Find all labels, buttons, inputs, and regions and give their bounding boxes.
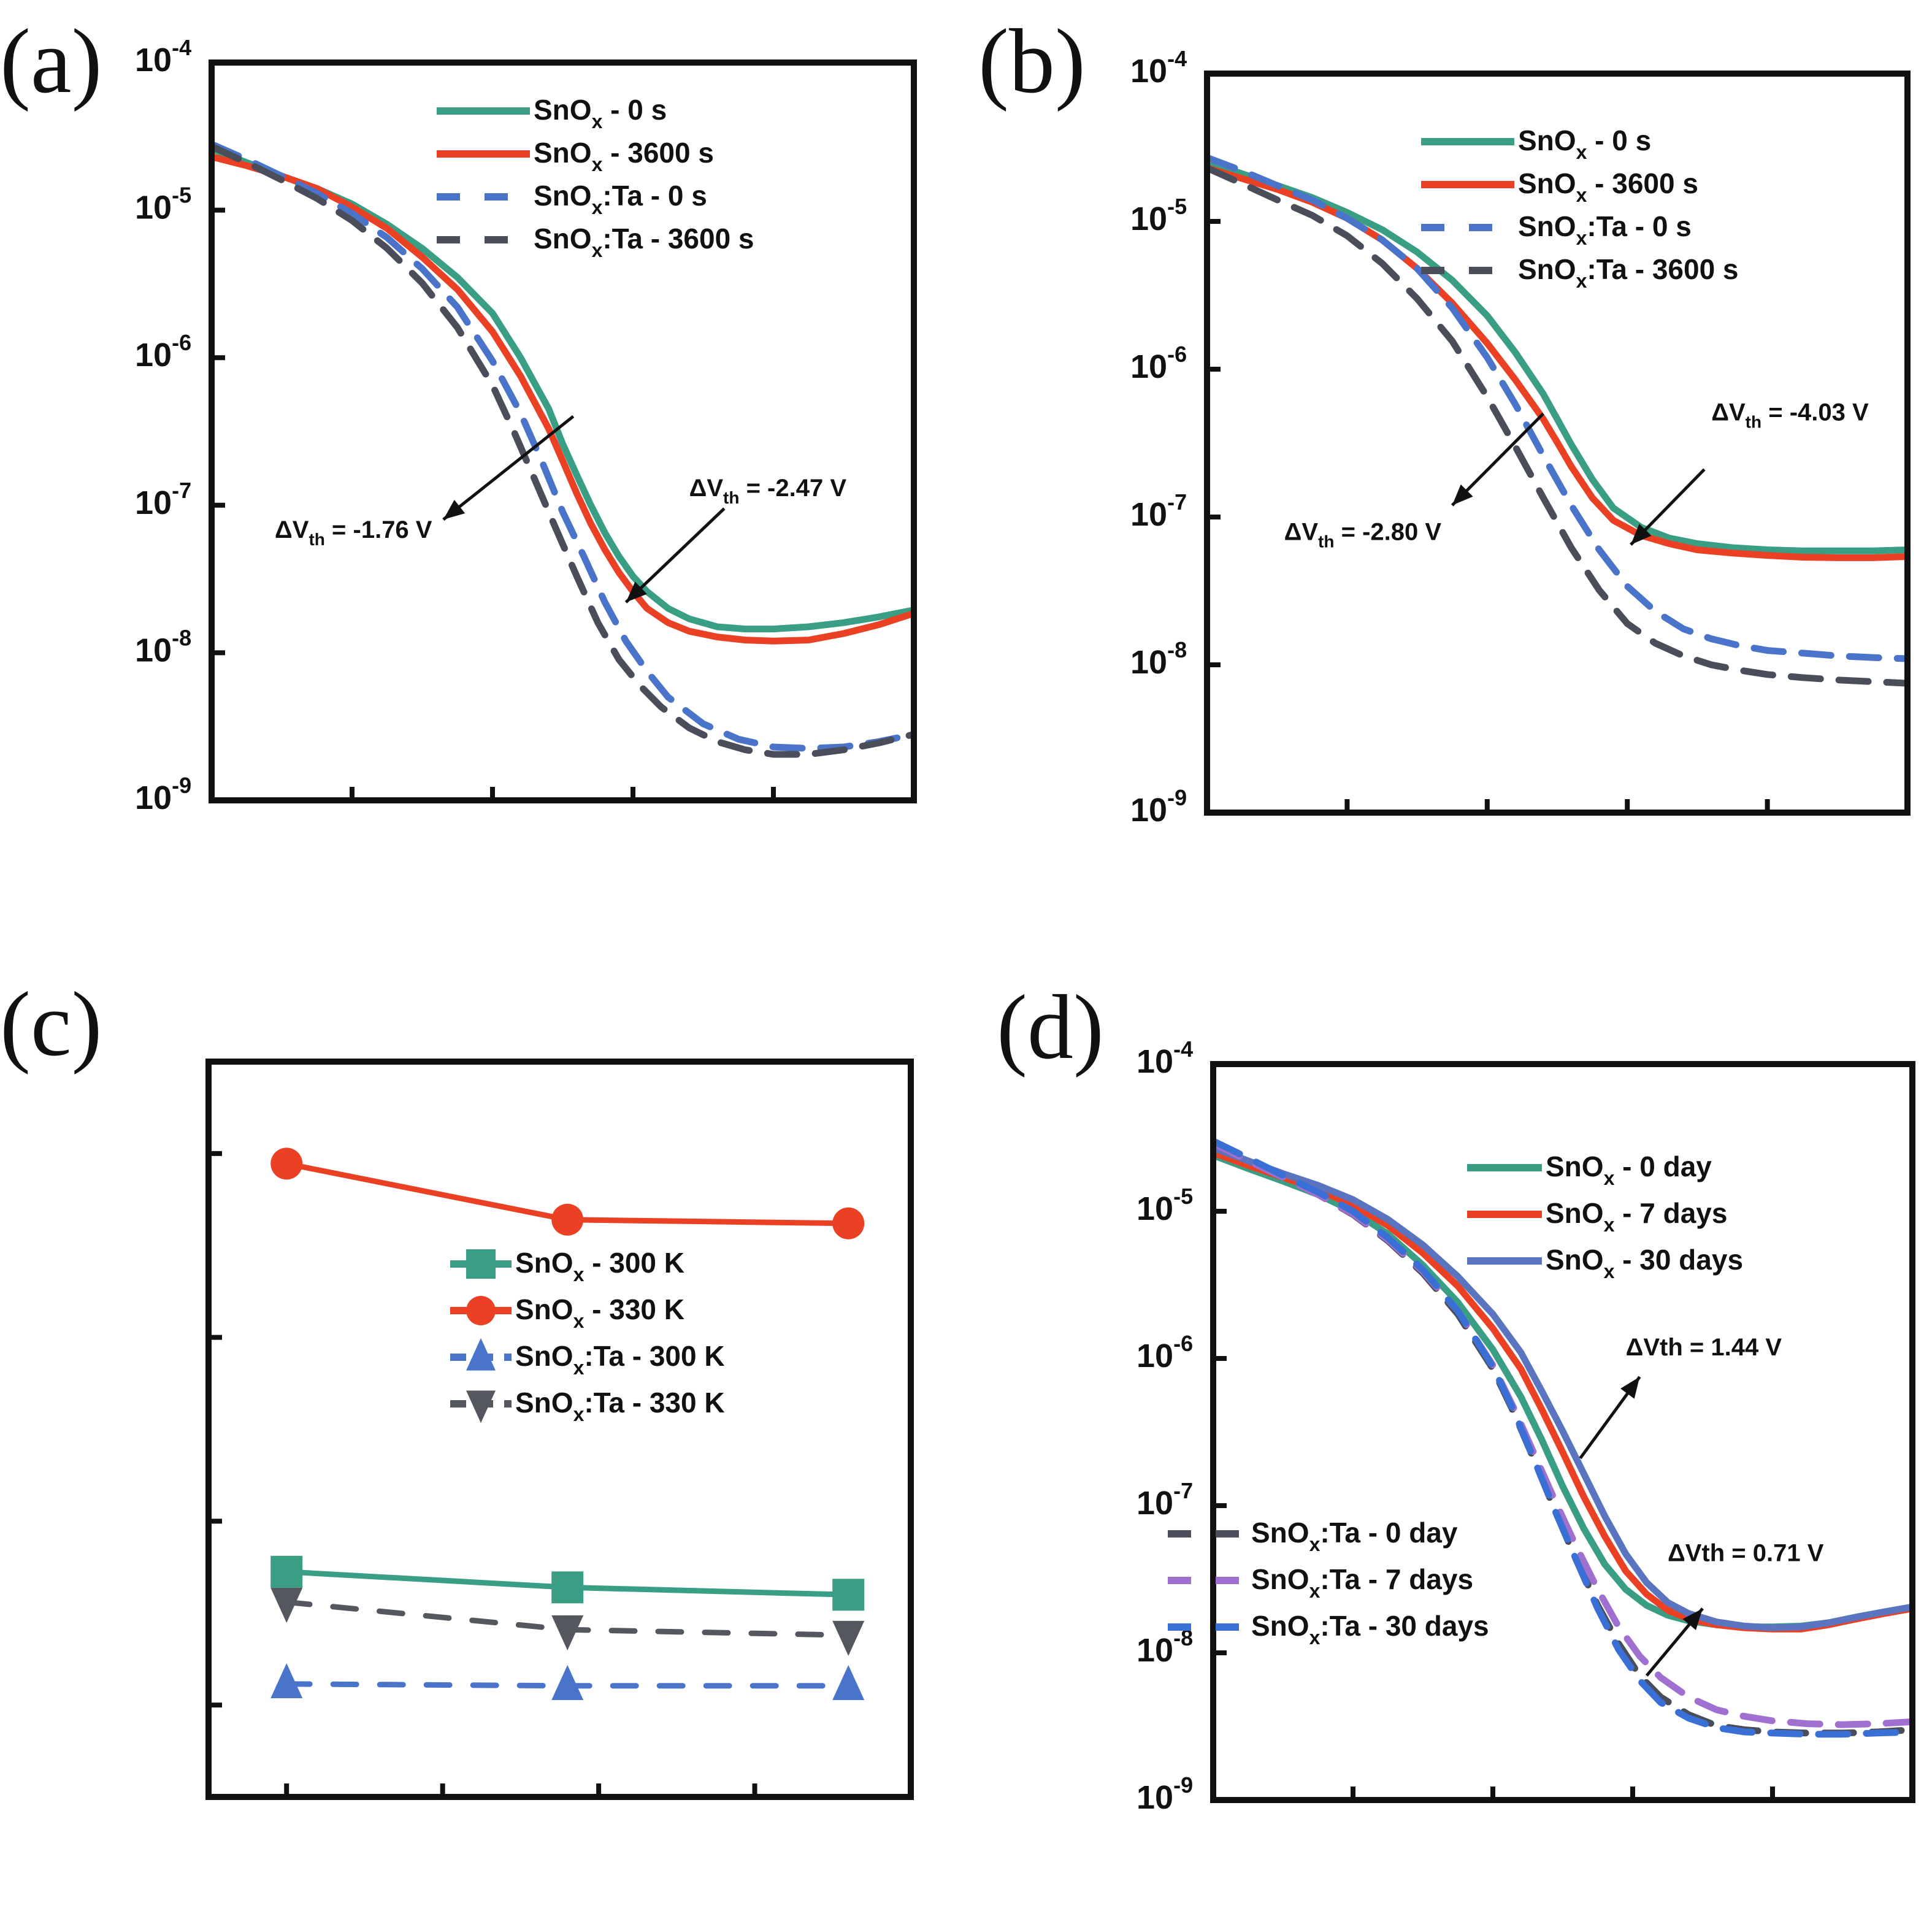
legend-label: SnOx - 3600 s — [1518, 167, 1698, 206]
legend-label: SnOx - 330 K — [515, 1293, 684, 1332]
arrow-head-icon — [1682, 1608, 1703, 1630]
legend-marker — [466, 1390, 496, 1423]
legend-marker — [466, 1338, 496, 1371]
data-point-snox-ta-300-k — [551, 1664, 584, 1701]
data-point-snox-300-k — [270, 1555, 303, 1588]
delta-vth-label: ΔVth = 1.44 V — [1626, 1334, 1782, 1361]
series-line-snox-ta-0-s — [212, 140, 914, 752]
arrow-head-icon — [1452, 484, 1473, 505]
data-point-snox-330-k — [832, 1207, 865, 1239]
legend-marker — [466, 1249, 496, 1279]
panel-label-b: (b) — [978, 10, 1086, 112]
panel-a-chart: 10-4 10-5 10-6 10-7 10-8 10-9 SnOx - 0 s SnOx -… — [135, 35, 917, 816]
arrow-head-icon — [443, 500, 466, 520]
arrow-head-icon — [1620, 1376, 1640, 1399]
plot-frame — [209, 59, 917, 803]
delta-vth-label: ΔVth = -4.03 V — [1711, 399, 1869, 432]
y-tick-label: 10-5 — [1137, 1184, 1193, 1227]
delta-vth-label: ΔVth = -2.80 V — [1284, 518, 1442, 551]
plot-frame — [205, 1059, 914, 1800]
legend-label: SnOx:Ta - 3600 s — [534, 223, 754, 261]
y-tick-label: 10-7 — [1130, 489, 1187, 533]
panel-label-c: (c) — [0, 973, 102, 1075]
data-point-snox-ta-300-k — [832, 1664, 865, 1701]
legend-label: SnOx - 30 days — [1546, 1244, 1743, 1282]
series-line-snox-0-s — [212, 145, 914, 633]
series-line-snox-30-days — [1213, 1144, 1912, 1631]
plot-area — [1213, 1138, 1912, 1738]
y-tick-label: 10-9 — [135, 773, 191, 816]
plot-frame — [1210, 1061, 1915, 1803]
panel-c-chart: SnOx - 300 K SnOx - 330 K SnOx:Ta - 300 K S… — [205, 1059, 914, 1800]
y-tick-label: 10-9 — [1137, 1772, 1193, 1816]
legend-label: SnOx - 300 K — [515, 1247, 684, 1285]
data-point-snox-330-k — [551, 1203, 584, 1236]
legend-label: SnOx - 0 s — [534, 94, 667, 132]
data-point-snox-300-k — [832, 1579, 865, 1611]
y-tick-label: 10-8 — [1130, 637, 1187, 681]
legend-label: SnOx - 0 s — [1518, 124, 1651, 163]
y-tick-label: 10-6 — [1137, 1331, 1193, 1374]
series-line-snox-ta-30-days — [1213, 1138, 1912, 1738]
legend-label: SnOx - 0 day — [1546, 1151, 1712, 1189]
panel-label-d: (d) — [997, 976, 1104, 1078]
annotation-arrow — [442, 415, 575, 521]
plot-area — [212, 140, 914, 758]
legend-marker — [466, 1296, 496, 1325]
legend-label: SnOx:Ta - 330 K — [515, 1387, 725, 1425]
data-point-snox-ta-330-k — [832, 1620, 865, 1657]
panel-label-a: (a) — [0, 10, 102, 112]
data-point-snox-330-k — [270, 1147, 303, 1180]
arrow-head-icon — [1630, 523, 1652, 545]
legend-label: SnOx - 7 days — [1546, 1197, 1727, 1236]
y-tick-label: 10-8 — [135, 625, 191, 668]
series-line-snox-ta-3600-s — [212, 143, 914, 758]
legend-label: SnOx:Ta - 7 days — [1251, 1563, 1473, 1602]
data-point-snox-ta-330-k — [551, 1615, 584, 1651]
legend-label: SnOx:Ta - 0 s — [534, 180, 707, 218]
y-tick-label: 10-4 — [1130, 46, 1187, 90]
series-line-snox-ta-0-s — [1207, 154, 1907, 662]
annotation-arrow — [1451, 412, 1544, 507]
y-tick-label: 10-6 — [135, 330, 191, 373]
legend-label: SnOx:Ta - 30 days — [1251, 1610, 1489, 1649]
legend-label: SnOx:Ta - 0 day — [1251, 1517, 1458, 1555]
y-tick-label: 10-5 — [1130, 194, 1187, 237]
arrow-head-icon — [626, 581, 647, 603]
y-tick-label: 10-9 — [1130, 785, 1187, 829]
y-tick-label: 10-7 — [1137, 1478, 1193, 1522]
legend-label: SnOx:Ta - 3600 s — [1518, 253, 1739, 292]
series-line-snox-0-s — [1207, 159, 1907, 554]
y-tick-label: 10-4 — [1137, 1036, 1193, 1080]
plot-area — [270, 1147, 865, 1701]
legend-label: SnOx - 3600 s — [534, 137, 714, 175]
y-tick-label: 10-8 — [1137, 1625, 1193, 1669]
delta-vth-label: ΔVth = -1.76 V — [275, 516, 432, 549]
legend-label: SnOx:Ta - 300 K — [515, 1340, 725, 1379]
y-tick-label: 10-5 — [135, 183, 191, 226]
data-point-snox-ta-300-k — [270, 1663, 303, 1699]
panel-d-chart: 10-4 10-5 10-6 10-7 10-8 10-9 SnOx - 0 day SnOx… — [1137, 1036, 1915, 1816]
y-tick-label: 10-6 — [1130, 342, 1187, 385]
delta-vth-label: ΔVth = -2.47 V — [689, 475, 847, 507]
series-line-snox-3600-s — [212, 153, 914, 645]
plot-frame — [1204, 71, 1911, 816]
data-point-snox-ta-330-k — [270, 1587, 303, 1623]
data-point-snox-300-k — [551, 1571, 584, 1604]
legend-label: SnOx:Ta - 0 s — [1518, 210, 1692, 249]
y-tick-label: 10-7 — [135, 478, 191, 521]
panel-b-chart: 10-4 10-5 10-6 10-7 10-8 10-9 SnOx - 0 s SnOx -… — [1130, 46, 1911, 829]
annotation-arrow — [624, 507, 726, 603]
delta-vth-label: ΔVth = 0.71 V — [1668, 1539, 1824, 1566]
y-tick-label: 10-4 — [135, 35, 191, 79]
plot-area — [1207, 154, 1907, 687]
series-line-snox-ta-3600-s — [1207, 164, 1907, 687]
